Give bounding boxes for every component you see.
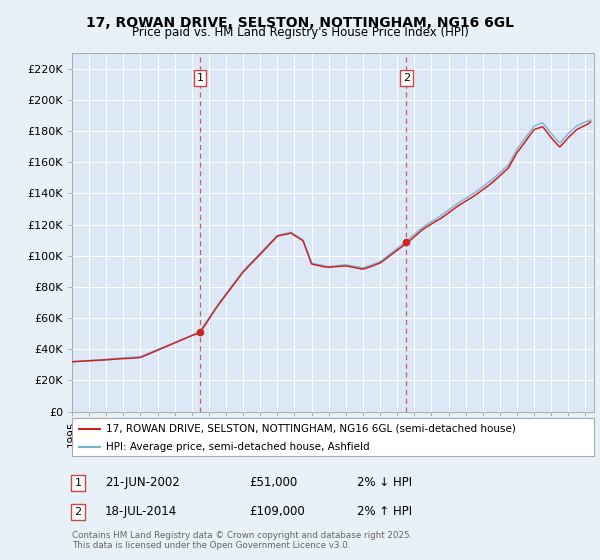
Text: 17, ROWAN DRIVE, SELSTON, NOTTINGHAM, NG16 6GL: 17, ROWAN DRIVE, SELSTON, NOTTINGHAM, NG… (86, 16, 514, 30)
Text: 2% ↓ HPI: 2% ↓ HPI (357, 476, 412, 489)
Text: £51,000: £51,000 (249, 476, 297, 489)
Text: Contains HM Land Registry data © Crown copyright and database right 2025.
This d: Contains HM Land Registry data © Crown c… (72, 531, 412, 550)
Text: 2: 2 (74, 507, 82, 517)
Text: 2: 2 (403, 73, 410, 83)
Text: 17, ROWAN DRIVE, SELSTON, NOTTINGHAM, NG16 6GL (semi-detached house): 17, ROWAN DRIVE, SELSTON, NOTTINGHAM, NG… (106, 423, 516, 433)
Text: 1: 1 (74, 478, 82, 488)
Text: 1: 1 (196, 73, 203, 83)
Text: 2% ↑ HPI: 2% ↑ HPI (357, 505, 412, 519)
Text: £109,000: £109,000 (249, 505, 305, 519)
Text: 21-JUN-2002: 21-JUN-2002 (105, 476, 180, 489)
Text: 18-JUL-2014: 18-JUL-2014 (105, 505, 177, 519)
Text: Price paid vs. HM Land Registry's House Price Index (HPI): Price paid vs. HM Land Registry's House … (131, 26, 469, 39)
Text: HPI: Average price, semi-detached house, Ashfield: HPI: Average price, semi-detached house,… (106, 442, 370, 452)
